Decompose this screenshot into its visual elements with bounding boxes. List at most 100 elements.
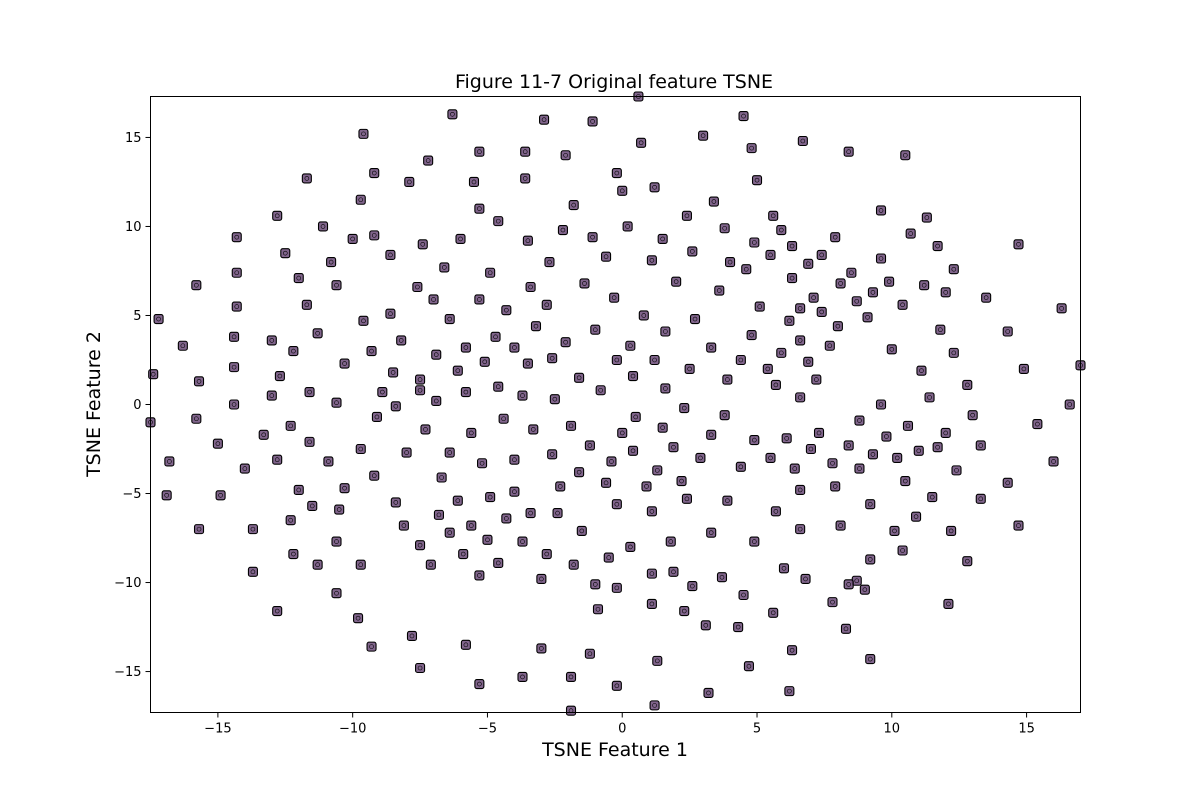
data-point [611, 168, 622, 179]
data-point [778, 563, 790, 574]
data-point [687, 246, 698, 257]
data-point [630, 411, 641, 423]
data-point [415, 540, 426, 551]
data-point [431, 349, 442, 360]
data-point [776, 347, 787, 358]
data-point [565, 705, 577, 716]
data-point [795, 335, 806, 346]
data-point [854, 463, 865, 474]
data-point [1018, 363, 1029, 374]
data-point [765, 249, 776, 261]
data-point [827, 597, 838, 608]
data-point [657, 422, 668, 433]
data-point [746, 143, 757, 154]
data-point [762, 363, 773, 374]
data-point [431, 395, 442, 406]
data-point [902, 420, 914, 431]
data-point [843, 146, 854, 157]
x-tick-label: 10 [884, 722, 901, 737]
data-point [676, 476, 687, 487]
data-point [404, 176, 415, 188]
data-point [590, 324, 601, 335]
data-point [652, 655, 663, 666]
data-point [827, 458, 838, 469]
data-point [377, 386, 388, 398]
y-tick-label: 0 [133, 398, 141, 413]
data-point [541, 548, 552, 560]
data-point [967, 410, 978, 421]
data-point [285, 515, 296, 526]
data-point [1048, 456, 1059, 467]
data-point [587, 232, 598, 243]
data-point [924, 392, 935, 403]
data-point [592, 604, 604, 615]
data-point [921, 212, 932, 223]
data-point [919, 280, 930, 291]
data-point [312, 328, 323, 339]
data-point [212, 438, 223, 449]
data-point [862, 312, 873, 323]
data-point [398, 520, 409, 531]
data-point [560, 150, 571, 161]
data-point [703, 687, 714, 698]
data-point [161, 490, 172, 501]
data-point [301, 299, 312, 310]
data-point [768, 607, 779, 618]
y-tick-label: 10 [125, 220, 142, 235]
data-point [493, 381, 504, 392]
data-point [668, 442, 679, 453]
data-point [660, 383, 671, 394]
data-point [681, 493, 692, 504]
y-axis-label: TSNE Feature 2 [83, 331, 105, 478]
data-point [272, 210, 283, 221]
data-point [940, 427, 951, 439]
data-point [587, 116, 598, 127]
data-point [867, 449, 878, 460]
data-point [544, 257, 555, 268]
data-point [455, 233, 466, 244]
data-point [433, 509, 444, 520]
data-point [916, 365, 927, 376]
data-point [1013, 239, 1024, 250]
data-point [493, 557, 504, 569]
data-point [665, 536, 676, 547]
data-point [668, 566, 679, 577]
data-point [846, 267, 857, 278]
data-point [552, 508, 563, 519]
data-point [679, 605, 690, 617]
data-point [517, 390, 528, 401]
data-point [525, 281, 536, 293]
data-point [565, 420, 577, 431]
data-point [754, 301, 765, 312]
data-point [215, 490, 226, 501]
data-point [948, 264, 959, 275]
x-tick-label: 0 [618, 722, 626, 737]
data-point [770, 506, 781, 517]
data-point [153, 313, 164, 325]
data-point [530, 321, 542, 332]
data-point [946, 525, 957, 536]
data-point [366, 346, 377, 357]
data-point [875, 399, 887, 410]
data-point [660, 326, 671, 337]
data-point [649, 700, 660, 711]
data-point [369, 230, 380, 241]
data-point [875, 253, 887, 264]
data-point [611, 499, 622, 510]
data-point [816, 306, 827, 317]
data-point [385, 249, 396, 261]
data-point [606, 456, 617, 467]
data-point [301, 173, 312, 184]
data-point [932, 442, 943, 453]
data-point [741, 264, 752, 275]
data-point [649, 354, 660, 366]
data-point [706, 527, 717, 538]
data-point [231, 301, 242, 312]
data-point [444, 313, 455, 325]
data-point [889, 525, 900, 536]
data-point [390, 497, 401, 508]
data-point [466, 427, 477, 439]
data-point [231, 267, 242, 278]
